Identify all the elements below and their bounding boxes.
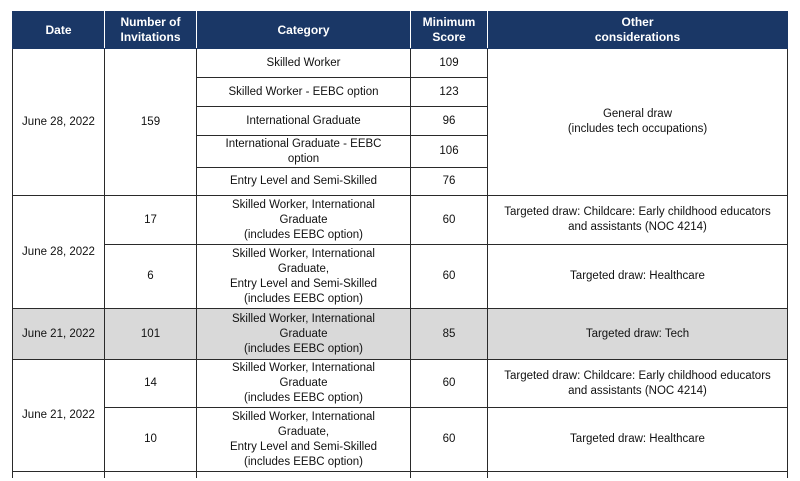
header-date: Date [12, 11, 105, 49]
invitations-cell: 159 [104, 48, 197, 196]
score-cell: 123 [410, 77, 488, 107]
category-cell: Skilled Worker - EEBC option [196, 77, 411, 107]
category-cell: Skilled Worker, International Graduate, … [196, 244, 411, 309]
other-considerations-cell: Targeted draw: Healthcare [487, 244, 788, 309]
other-considerations-cell: General draw (includes tech occupations) [487, 48, 788, 196]
category-cell: Skilled Worker, International Graduate, … [196, 407, 411, 472]
score-cell: 106 [410, 135, 488, 168]
score-cell: 60 [410, 359, 488, 408]
table-row: June 28, 2022 159 Skilled Worker 109 Gen… [12, 48, 788, 196]
other-considerations-cell: Targeted draw: Healthcare [487, 407, 788, 472]
category-cell: Skilled Worker, International Graduate (… [196, 195, 411, 245]
header-category: Category [196, 11, 411, 49]
score-cell: 60 [410, 195, 488, 245]
table-row: 10 Skilled Worker, International Graduat… [13, 407, 788, 472]
category-cell: Skilled Worker, International Graduate (… [196, 308, 411, 360]
other-considerations-cell: Targeted draw: Tech [487, 308, 788, 360]
table-row: Skilled Worker - EEBC option 123 [13, 77, 788, 107]
category-cell: International Graduate [196, 106, 411, 136]
invitations-cell: 17 [104, 195, 197, 245]
header-other-considerations: Other considerations [487, 11, 788, 49]
header-invitations: Number of Invitations [104, 11, 197, 49]
date-cell: June 21, 2022 [12, 359, 105, 472]
header-minimum-score: Minimum Score [410, 11, 488, 49]
date-cell: June 28, 2022 [12, 195, 105, 309]
invitations-cell: 6 [104, 244, 197, 309]
category-cell: International Graduate - EEBC option [196, 135, 411, 168]
score-cell: 60 [410, 407, 488, 472]
table-row: 6 Skilled Worker, International Graduate… [13, 244, 788, 309]
score-cell: 96 [410, 106, 488, 136]
table-row: June 21, 2022 101 Skilled Worker, Intern… [12, 308, 788, 360]
date-cell: June 21, 2022 [12, 308, 105, 360]
table-row: June 21, 2022 14 Skilled Worker, Interna… [12, 359, 788, 472]
table-row: International Graduate - EEBC option 106 [13, 135, 788, 168]
invitations-cell: 10 [104, 407, 197, 472]
invitations-table: Date Number of Invitations Category Mini… [12, 11, 788, 478]
table-row: June 28, 2022 17 Skilled Worker, Interna… [12, 195, 788, 309]
header-row: Date Number of Invitations Category Mini… [12, 11, 788, 49]
score-cell: 60 [410, 244, 488, 309]
category-cell: Entry Level and Semi-Skilled [196, 167, 411, 196]
score-cell: 109 [410, 48, 488, 78]
score-cell: 76 [410, 167, 488, 196]
category-cell: Skilled Worker, International Graduate (… [196, 359, 411, 408]
category-cell: Skilled Worker [196, 48, 411, 78]
score-cell: 85 [410, 308, 488, 360]
invitations-cell: 14 [104, 359, 197, 408]
other-considerations-cell: Targeted draw: Childcare: Early childhoo… [487, 359, 788, 408]
table-row-partial [12, 471, 788, 478]
invitations-cell: 101 [104, 308, 197, 360]
date-cell: June 28, 2022 [12, 48, 105, 196]
other-considerations-cell: Targeted draw: Childcare: Early childhoo… [487, 195, 788, 245]
